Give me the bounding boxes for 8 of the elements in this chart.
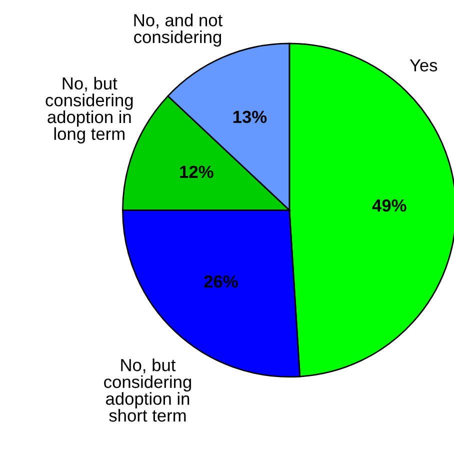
data-label: 13%	[233, 110, 267, 124]
slice-label: No, and not considering	[134, 14, 222, 47]
data-label: 12%	[180, 166, 214, 178]
slice-label: Yes	[410, 59, 438, 72]
slice-label: No, but considering adoption in short term	[104, 358, 192, 422]
data-label: 49%	[372, 199, 406, 212]
slice-label: No, but considering adoption in long term	[46, 76, 133, 144]
data-label: 26%	[204, 275, 238, 288]
